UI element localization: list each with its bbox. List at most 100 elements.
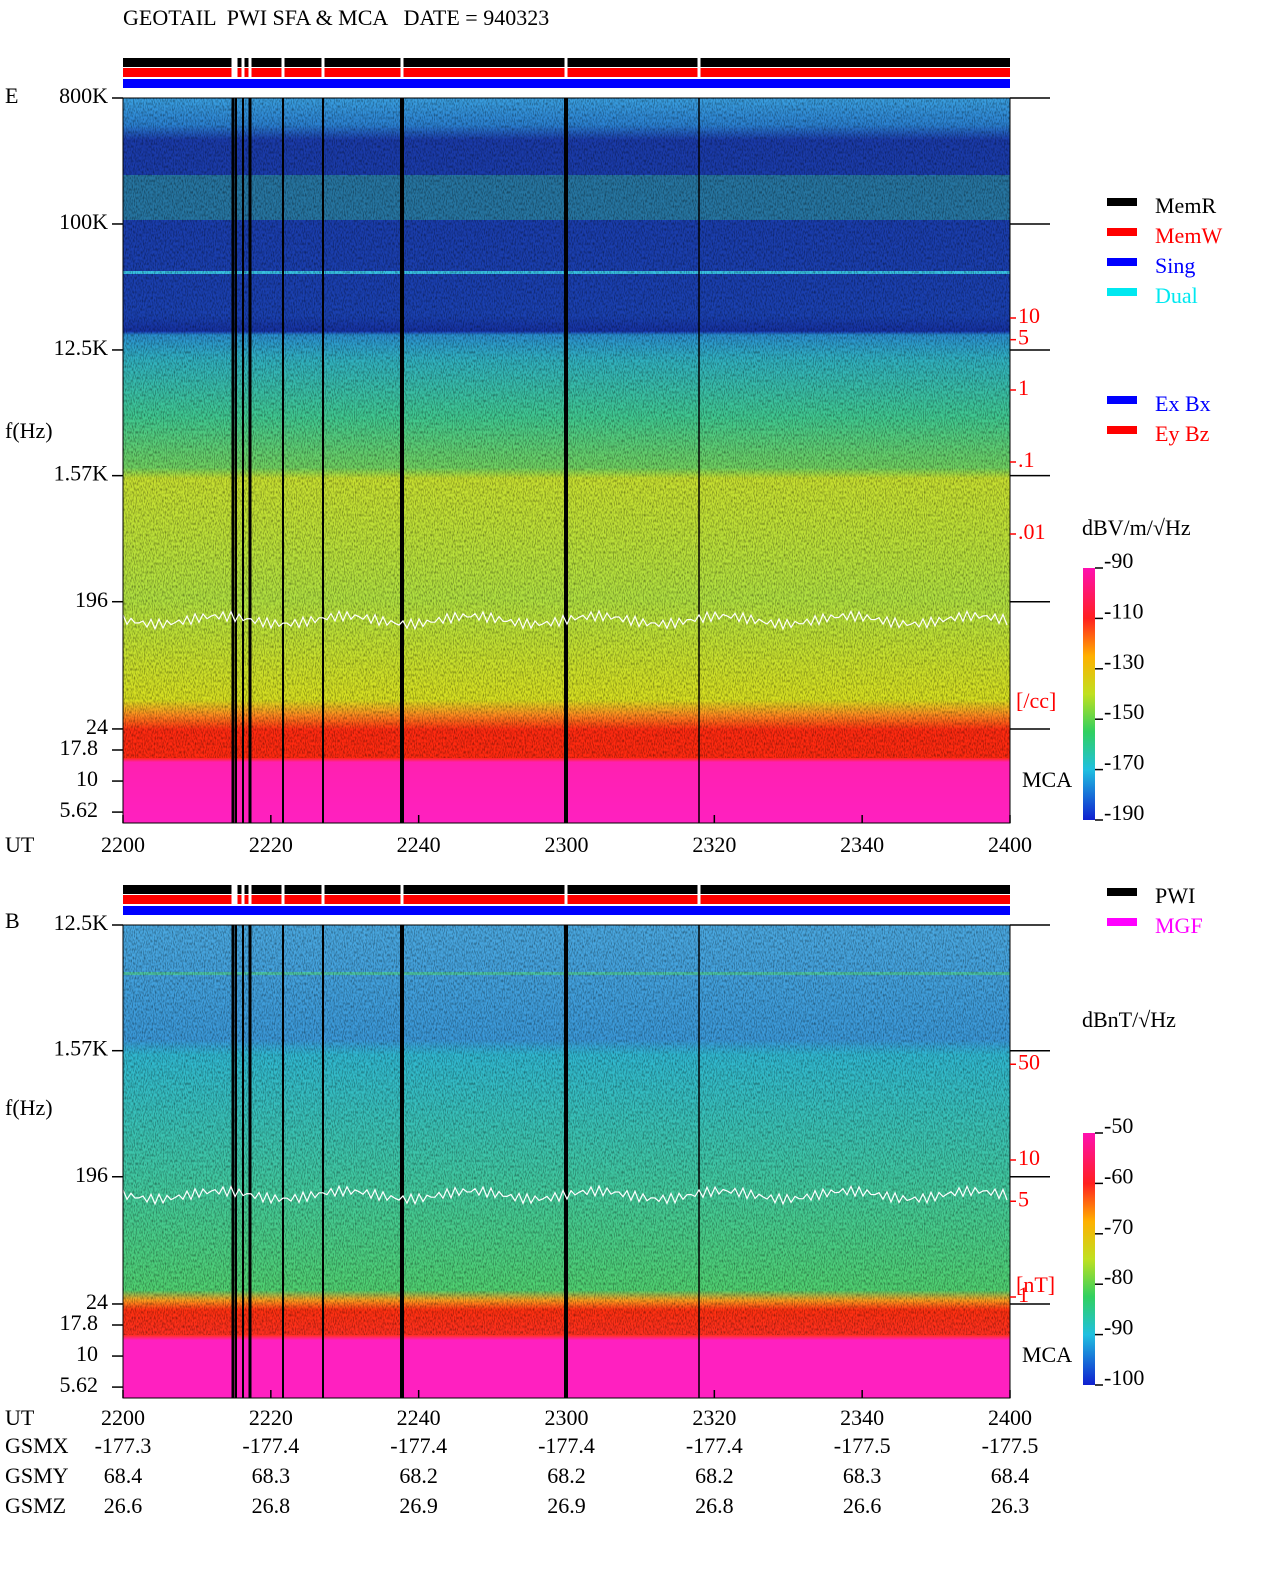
orbit-label: GSMX (5, 1433, 69, 1458)
gap-line (242, 925, 244, 1398)
mca-tick-label: 5.62 (60, 1372, 99, 1397)
colorbar (1083, 568, 1095, 820)
gap-line (400, 925, 404, 1398)
orbit-value: 68.2 (695, 1463, 734, 1488)
trace (122, 609, 1008, 631)
x-tick-label: 2400 (988, 832, 1032, 857)
legend-swatch (1107, 918, 1137, 926)
orbit-value: -177.4 (686, 1433, 743, 1458)
orbit-value: 26.6 (104, 1493, 143, 1518)
orbit-value: 68.2 (399, 1463, 438, 1488)
gap-line (564, 98, 568, 823)
mca-tick-label: 17.8 (60, 735, 99, 760)
gap-line (698, 98, 700, 823)
mca-label: MCA (1022, 1342, 1072, 1367)
legend-label: Sing (1155, 253, 1195, 278)
colorbar-label: -190 (1104, 800, 1144, 825)
colorbar (1083, 1133, 1095, 1385)
y-tick-label: 12.5K (54, 335, 109, 360)
x-tick-label: 2300 (545, 1405, 589, 1430)
scale-label: 5 (1018, 1186, 1029, 1211)
gap-mark (564, 885, 568, 904)
orbit-value: 26.6 (843, 1493, 882, 1518)
gap-line (282, 925, 284, 1398)
colorbar-label: -80 (1104, 1264, 1133, 1289)
colorbar-label: -130 (1104, 649, 1144, 674)
colorbar-unit: dBV/m/√Hz (1082, 515, 1191, 540)
legend-label: MemR (1155, 193, 1216, 218)
gap-line (322, 925, 324, 1398)
orbit-value: 68.4 (104, 1463, 143, 1488)
y-axis-label: f(Hz) (5, 418, 53, 443)
orbit-value: 68.4 (991, 1463, 1030, 1488)
gap-line (248, 98, 252, 823)
x-tick-label: 2240 (397, 1405, 441, 1430)
gap-mark (241, 58, 245, 77)
y-tick-label: 24 (86, 714, 108, 739)
scale-label: 5 (1018, 325, 1029, 350)
gap-line (248, 925, 252, 1398)
gap-mark (400, 885, 404, 904)
orbit-value: -177.4 (538, 1433, 595, 1458)
colorbar-label: -150 (1104, 699, 1144, 724)
y-tick-label: 196 (75, 1162, 108, 1187)
mca-tick-label: 5.62 (60, 797, 99, 822)
colorbar-label: -170 (1104, 750, 1144, 775)
gap-mark (321, 885, 325, 904)
gap-mark (321, 58, 325, 77)
colorbar-label: -100 (1104, 1365, 1144, 1390)
x-tick-label: 2240 (397, 832, 441, 857)
x-axis-label: UT (5, 832, 35, 857)
x-tick-label: 2220 (249, 832, 293, 857)
gap-line (242, 98, 244, 823)
trace (122, 1184, 1008, 1206)
gap-line (231, 98, 235, 823)
orbit-value: -177.5 (834, 1433, 891, 1458)
mca-tick-label: 10 (76, 766, 98, 791)
gap-line (235, 98, 237, 823)
gap-mark (564, 58, 568, 77)
y-tick-label: 1.57K (54, 461, 109, 486)
scale-label: .01 (1018, 519, 1046, 544)
gap-line (400, 98, 404, 823)
gap-line (564, 925, 568, 1398)
x-tick-label: 2320 (692, 1405, 736, 1430)
x-tick-label: 2340 (840, 832, 884, 857)
orbit-label: GSMY (5, 1463, 69, 1488)
orbit-value: -177.4 (390, 1433, 447, 1458)
orbit-value: -177.5 (982, 1433, 1039, 1458)
scale-label: 50 (1018, 1049, 1040, 1074)
gap-mark (248, 58, 252, 77)
legend-swatch (1107, 396, 1137, 404)
y-tick-label: 1.57K (54, 1036, 109, 1061)
mca-tick-label: 10 (76, 1341, 98, 1366)
gap-line (322, 98, 324, 823)
x-tick-label: 2200 (101, 1405, 145, 1430)
colorbar-unit: dBnT/√Hz (1082, 1007, 1176, 1032)
gap-mark (281, 885, 285, 904)
orbit-value: 68.2 (547, 1463, 586, 1488)
y-tick-label: 800K (59, 83, 108, 108)
gap-line (235, 925, 237, 1398)
scale-label: 10 (1018, 303, 1040, 328)
colorbar-label: -60 (1104, 1163, 1133, 1188)
title: GEOTAIL PWI SFA & MCA DATE = 940323 (123, 5, 549, 30)
gap-line (282, 98, 284, 823)
orbit-value: -177.4 (242, 1433, 299, 1458)
gap-mark (248, 885, 252, 904)
legend-swatch (1107, 198, 1137, 206)
legend-swatch (1107, 888, 1137, 896)
y-axis-label: f(Hz) (5, 1095, 53, 1120)
legend-label: Ey Bz (1155, 421, 1210, 446)
colorbar-label: -70 (1104, 1214, 1133, 1239)
scale-unit: [nT] (1016, 1272, 1055, 1297)
x-tick-label: 2200 (101, 832, 145, 857)
gap-mark (697, 885, 701, 904)
y-tick-label: 196 (75, 587, 108, 612)
mca-label: MCA (1022, 767, 1072, 792)
gap-mark (697, 58, 701, 77)
gap-line (698, 925, 700, 1398)
legend-label: MemW (1155, 223, 1222, 248)
gap-mark (400, 58, 404, 77)
